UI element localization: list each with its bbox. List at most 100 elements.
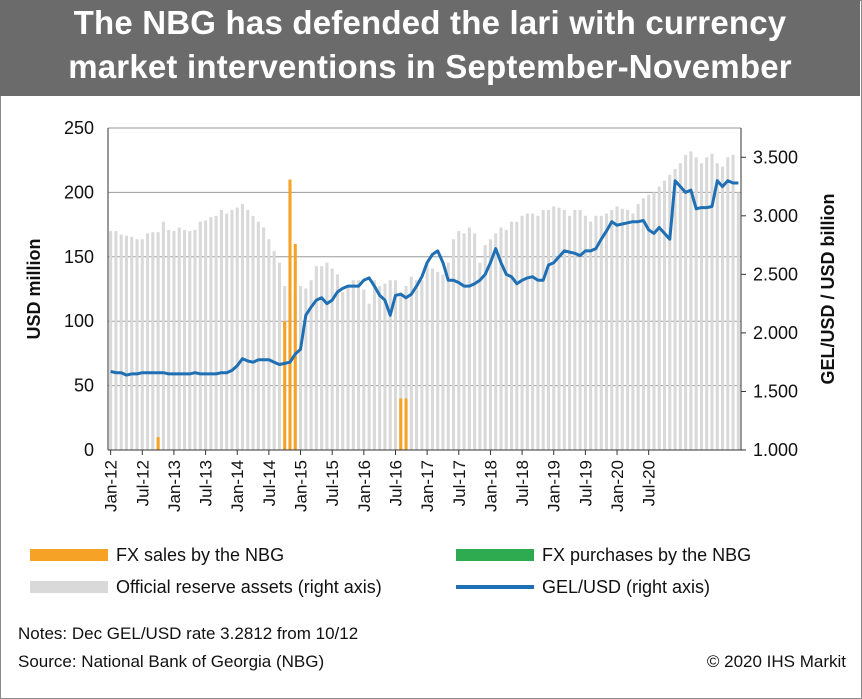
reserve-bar: [325, 262, 329, 450]
reserve-bar: [541, 209, 545, 450]
reserve-bar: [267, 239, 271, 450]
reserve-bar: [415, 280, 419, 450]
reserve-bar: [626, 209, 630, 450]
reserve-bar: [583, 215, 587, 450]
legend-item-fx-sales: FX sales by the NBG: [30, 544, 284, 566]
reserve-bar: [715, 163, 719, 451]
reserve-bar: [140, 239, 144, 450]
y-right-tick-label: 3.500: [753, 147, 798, 167]
reserve-bar: [378, 286, 382, 450]
reserve-bar: [246, 209, 250, 450]
fx-sale-bar: [156, 437, 160, 450]
x-tick-label: Jul-18: [513, 460, 532, 506]
reserve-bar: [705, 157, 709, 451]
reserve-bar: [689, 151, 693, 450]
reserve-bar: [204, 220, 208, 450]
reserve-bar: [124, 235, 128, 450]
reserve-bar: [573, 209, 577, 450]
reserve-bar: [721, 166, 725, 450]
x-tick-label: Jan-20: [608, 460, 627, 512]
reserve-bar: [710, 153, 714, 450]
reserve-bar: [615, 206, 619, 450]
reserve-bar: [520, 215, 524, 450]
reserve-bar: [473, 233, 477, 450]
reserve-bar: [631, 213, 635, 450]
reserve-bar: [409, 276, 413, 450]
legend-item-fx-purchases: FX purchases by the NBG: [456, 544, 751, 566]
reserve-bar: [589, 221, 593, 450]
x-tick-label: Jul-15: [323, 460, 342, 506]
reserve-bar: [552, 206, 556, 450]
reserve-bar: [209, 216, 213, 450]
reserve-bar: [620, 208, 624, 450]
legend-swatch-gelusd: [456, 585, 534, 589]
y-right-tick-label: 2.500: [753, 264, 798, 284]
chart-plot: 0 50 100 150 200 250 1.000 1.500 2.000 2.500 3.000…: [24, 118, 838, 512]
reserve-bar: [578, 209, 582, 450]
reserve-bar: [546, 209, 550, 450]
reserve-bar: [256, 221, 260, 450]
y-right-axis-title: GEL/USD / USD billion: [818, 193, 838, 384]
y-left-tick-label: 150: [64, 247, 94, 267]
x-tick-label: Jan-19: [545, 460, 564, 512]
chart-copyright: © 2020 IHS Markit: [706, 652, 846, 671]
reserve-bar: [731, 154, 735, 450]
reserve-bar: [499, 227, 503, 450]
reserve-bar: [167, 229, 171, 450]
reserve-bar: [383, 283, 387, 450]
reserve-bar: [262, 227, 266, 450]
y-right-tick-label: 3.000: [753, 206, 798, 226]
reserve-bar: [277, 262, 281, 450]
y-left-tick-label: 250: [64, 118, 94, 138]
x-tick-label: Jul-14: [260, 460, 279, 506]
reserve-bar: [225, 213, 229, 450]
reserve-bar: [309, 280, 313, 450]
reserve-bar: [251, 215, 255, 450]
chart-notes: Notes: Dec GEL/USD rate 3.2812 from 10/1…: [18, 624, 359, 643]
reserve-bar: [235, 207, 239, 450]
x-tick-label: Jul-16: [386, 460, 405, 506]
reserve-bar: [214, 215, 218, 450]
reserve-bar: [457, 231, 461, 450]
title-banner: The NBG has defended the lari with curre…: [0, 0, 860, 96]
reserve-bar: [657, 186, 661, 450]
reserve-bar: [335, 274, 339, 450]
y-right-tick-label: 1.000: [753, 440, 798, 460]
reserve-bar: [119, 234, 123, 450]
reserve-bar: [367, 303, 371, 450]
reserve-bar: [346, 286, 350, 450]
reserve-bar: [161, 221, 165, 450]
x-tick-label: Jul-20: [640, 460, 659, 506]
legend-label-gelusd: GEL/USD (right axis): [542, 576, 711, 597]
reserve-bar: [151, 232, 155, 450]
reserve-bar: [536, 215, 540, 450]
reserve-bar: [114, 231, 118, 450]
x-tick-label: Jan-13: [165, 460, 184, 512]
reserve-bar: [372, 280, 376, 450]
fx-sale-bar: [288, 179, 292, 450]
reserve-bar: [636, 204, 640, 450]
reserve-bar: [599, 215, 603, 450]
reserve-bar: [172, 231, 176, 450]
y-left-tick-label: 50: [74, 376, 94, 396]
legend-item-reserves: Official reserve assets (right axis): [30, 576, 382, 598]
reserve-bar: [510, 221, 514, 450]
reserve-bar: [299, 286, 303, 450]
y-left-tick-label: 200: [64, 182, 94, 202]
reserve-bar: [604, 213, 609, 450]
reserve-bar: [494, 233, 498, 450]
reserve-bar: [488, 239, 492, 450]
reserve-bar: [446, 262, 450, 450]
y-right-tick-label: 2.000: [753, 323, 798, 343]
fx-sale-bar: [399, 398, 403, 450]
x-tick-label: Jan-12: [102, 460, 121, 512]
reserve-bar: [678, 163, 682, 451]
reserve-bar: [483, 245, 487, 450]
reserve-bar: [230, 209, 234, 450]
y-right-tick-label: 1.500: [753, 381, 798, 401]
reserve-bar: [320, 266, 324, 450]
legend-swatch-fx-sales: [30, 549, 108, 561]
legend-item-gelusd: GEL/USD (right axis): [456, 576, 710, 598]
reserve-bar: [515, 221, 519, 450]
reserve-bar: [109, 231, 113, 450]
